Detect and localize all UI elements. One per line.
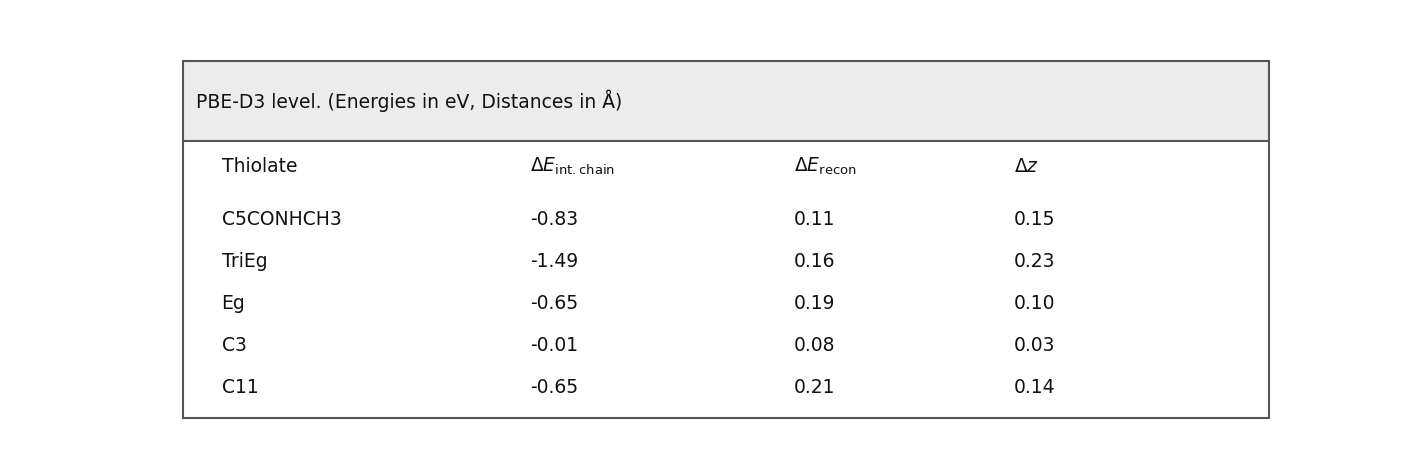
Text: 0.21: 0.21 (794, 378, 835, 397)
Text: -1.49: -1.49 (530, 252, 578, 271)
Text: -0.83: -0.83 (530, 210, 578, 229)
Text: 0.03: 0.03 (1014, 336, 1055, 355)
Text: TriEg: TriEg (222, 252, 267, 271)
Text: C11: C11 (222, 378, 258, 397)
Text: C5CONHCH3: C5CONHCH3 (222, 210, 341, 229)
Text: -0.65: -0.65 (530, 294, 578, 313)
Text: -0.01: -0.01 (530, 336, 578, 355)
Text: -0.65: -0.65 (530, 378, 578, 397)
Text: 0.10: 0.10 (1014, 294, 1055, 313)
Bar (183, 61, 1269, 141)
Text: 0.15: 0.15 (1014, 210, 1055, 229)
Text: $\Delta z$: $\Delta z$ (1014, 157, 1039, 176)
Text: 0.23: 0.23 (1014, 252, 1055, 271)
Text: 0.19: 0.19 (794, 294, 835, 313)
Text: 0.14: 0.14 (1014, 378, 1055, 397)
Text: PBE-D3 level. (Energies in eV, Distances in Å): PBE-D3 level. (Energies in eV, Distances… (196, 90, 622, 112)
Text: 0.08: 0.08 (794, 336, 835, 355)
Text: $\Delta E_{\mathrm{int.chain}}$: $\Delta E_{\mathrm{int.chain}}$ (530, 156, 615, 177)
Text: $\Delta E_{\mathrm{recon}}$: $\Delta E_{\mathrm{recon}}$ (794, 156, 856, 177)
Text: 0.16: 0.16 (794, 252, 835, 271)
Text: Thiolate: Thiolate (222, 157, 297, 176)
Text: 0.11: 0.11 (794, 210, 835, 229)
Text: C3: C3 (222, 336, 247, 355)
Text: Eg: Eg (222, 294, 246, 313)
